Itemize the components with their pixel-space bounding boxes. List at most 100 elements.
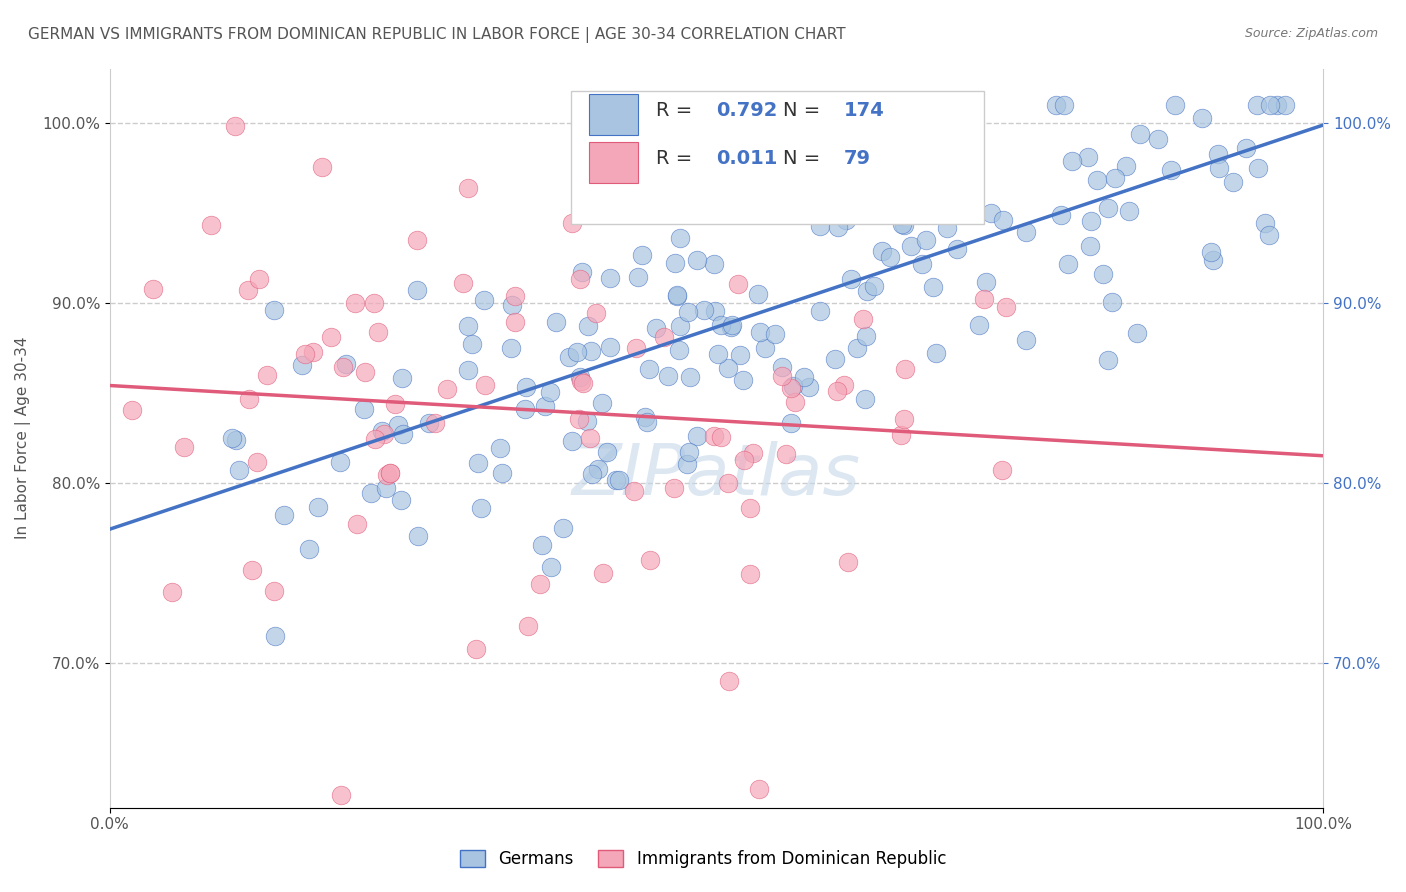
Point (531, 538, 554, 552)
Point (638, 362, 661, 376)
Point (770, 368, 793, 383)
Point (561, 216, 583, 230)
Point (974, 275, 997, 289)
Point (501, 341, 523, 355)
Point (991, 463, 1014, 477)
Point (534, 399, 557, 413)
Point (596, 445, 619, 459)
Point (676, 457, 699, 471)
Point (801, 138, 824, 153)
Point (785, 394, 807, 409)
Point (568, 272, 591, 286)
FancyBboxPatch shape (589, 95, 638, 135)
Point (353, 401, 375, 416)
Point (967, 318, 990, 332)
Point (980, 206, 1002, 220)
Point (457, 363, 479, 377)
Point (780, 416, 803, 430)
Point (363, 296, 385, 310)
Point (731, 373, 754, 387)
Point (173, 440, 195, 454)
Text: 174: 174 (844, 101, 884, 120)
Point (586, 462, 609, 476)
Point (925, 345, 948, 359)
Point (1015, 225, 1038, 239)
Point (1050, 208, 1073, 222)
Point (360, 486, 382, 500)
Point (910, 256, 932, 270)
Point (378, 466, 401, 480)
Point (406, 529, 429, 543)
Point (793, 370, 815, 384)
Point (863, 279, 886, 293)
Point (354, 365, 377, 379)
Point (768, 159, 790, 173)
Point (1092, 268, 1115, 282)
Point (763, 327, 786, 342)
Point (546, 315, 568, 329)
Point (807, 168, 830, 182)
Point (363, 432, 385, 446)
Point (915, 233, 938, 247)
Point (846, 341, 869, 355)
Text: N =: N = (783, 101, 827, 120)
Point (855, 329, 877, 343)
Point (605, 473, 627, 487)
Point (666, 288, 689, 302)
Point (733, 453, 755, 467)
Point (540, 559, 562, 574)
Point (1080, 213, 1102, 227)
Point (1147, 131, 1170, 145)
Point (827, 219, 849, 234)
Point (626, 269, 648, 284)
Point (1077, 151, 1099, 165)
Point (738, 500, 761, 515)
Point (652, 330, 675, 344)
Point (631, 248, 654, 262)
Point (221, 431, 243, 445)
Point (921, 280, 943, 294)
Point (391, 371, 413, 385)
Point (740, 566, 762, 581)
Text: 79: 79 (844, 149, 870, 169)
Point (391, 427, 413, 442)
Point (246, 455, 269, 469)
Point (240, 563, 263, 577)
Point (661, 186, 683, 200)
Point (707, 347, 730, 361)
Point (225, 433, 247, 447)
Point (946, 242, 969, 256)
Point (928, 97, 950, 112)
Point (924, 166, 946, 180)
Point (569, 374, 592, 388)
Point (298, 542, 321, 557)
Point (686, 253, 709, 268)
Point (228, 463, 250, 477)
Point (890, 428, 912, 442)
Point (592, 566, 614, 581)
Point (879, 250, 901, 264)
Point (1115, 159, 1137, 173)
Point (224, 119, 246, 133)
Point (160, 585, 183, 599)
Point (346, 517, 368, 532)
Point (936, 221, 959, 235)
Point (717, 674, 740, 689)
Point (571, 376, 593, 390)
Point (657, 369, 679, 384)
Point (890, 217, 912, 231)
Point (727, 277, 749, 292)
Point (853, 392, 876, 406)
Point (797, 380, 820, 394)
Point (870, 244, 893, 259)
Point (472, 293, 495, 307)
Point (332, 359, 354, 374)
Point (576, 318, 599, 333)
Point (418, 416, 440, 430)
Point (1126, 326, 1149, 341)
Point (558, 350, 581, 364)
Point (470, 500, 492, 515)
Point (679, 370, 702, 384)
Point (893, 218, 915, 232)
Point (699, 197, 721, 211)
